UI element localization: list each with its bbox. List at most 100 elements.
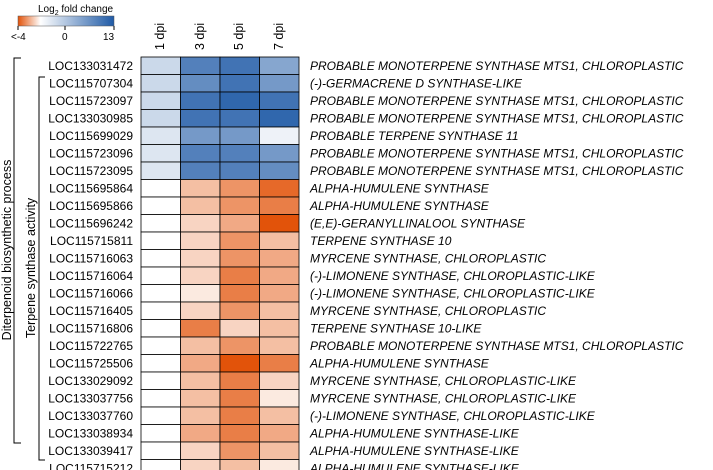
- gene-description-label: (E,E)-GERANYLLINALOOL SYNTHASE: [310, 217, 526, 231]
- heatmap-cell: [219, 459, 260, 470]
- heatmap-cell: [180, 179, 221, 198]
- gene-id-label: LOC133038934: [48, 427, 133, 441]
- heatmap-cell: [180, 74, 221, 93]
- heatmap-cell: [180, 266, 221, 285]
- heatmap-row: LOC133037760 (-)-LIMONENE SYNTHASE, CHLOR…: [48, 406, 596, 425]
- heatmap-cell: [180, 109, 221, 128]
- heatmap-cell: [219, 284, 260, 303]
- heatmap-cell: [140, 231, 181, 250]
- heatmap-row: LOC115699029 PROBABLE TERPENE SYNTHASE 11: [49, 126, 519, 145]
- heatmap-cell: [180, 56, 221, 75]
- gene-description-label: PROBABLE MONOTERPENE SYNTHASE MTS1, CHLO…: [310, 112, 684, 126]
- heatmap-cell: [140, 336, 181, 355]
- heatmap-row: LOC115723097 PROBABLE MONOTERPENE SYNTHAS…: [49, 91, 684, 110]
- gene-description-label: ALPHA-HUMULENE SYNTHASE-LIKE: [309, 462, 520, 470]
- heatmap-cell: [259, 56, 300, 75]
- heatmap-cell: [219, 56, 260, 75]
- heatmap-cell: [259, 336, 300, 355]
- heatmap-row: LOC115725506 ALPHA-HUMULENE SYNTHASE: [49, 354, 490, 373]
- gene-description-label: TERPENE SYNTHASE 10-LIKE: [310, 322, 482, 336]
- heatmap-row: LOC115723096 PROBABLE MONOTERPENE SYNTHAS…: [49, 144, 684, 163]
- heatmap-cell: [259, 389, 300, 408]
- heatmap-cell: [219, 266, 260, 285]
- gene-id-label: LOC115699029: [49, 129, 133, 143]
- heatmap-cell: [219, 319, 260, 338]
- gene-id-label: LOC115723095: [49, 164, 133, 178]
- gene-description-label: (-)-GERMACRENE D SYNTHASE-LIKE: [310, 77, 523, 91]
- heatmap-cell: [140, 459, 181, 470]
- heatmap-cell: [259, 161, 300, 180]
- gene-description-label: PROBABLE MONOTERPENE SYNTHASE MTS1, CHLO…: [310, 339, 684, 353]
- heatmap-cell: [180, 301, 221, 320]
- heatmap-cell: [219, 91, 260, 110]
- heatmap-cell: [259, 179, 300, 198]
- heatmap-cell: [219, 196, 260, 215]
- heatmap-cell: [259, 249, 300, 268]
- gene-id-label: LOC115715811: [50, 234, 133, 248]
- heatmap-cell: [180, 161, 221, 180]
- gene-id-label: LOC133031472: [48, 59, 133, 73]
- heatmap-cell: [180, 441, 221, 460]
- heatmap-rows: LOC133031472 PROBABLE MONOTERPENE SYNTHAS…: [48, 56, 684, 470]
- gene-description-label: PROBABLE MONOTERPENE SYNTHASE MTS1, CHLO…: [310, 94, 684, 108]
- gene-description-label: ALPHA-HUMULENE SYNTHASE-LIKE: [309, 427, 520, 441]
- heatmap-row: LOC115707304 (-)-GERMACRENE D SYNTHASE-LI…: [49, 74, 523, 93]
- gene-description-label: ALPHA-HUMULENE SYNTHASE: [309, 199, 490, 213]
- heatmap-cell: [140, 249, 181, 268]
- gene-description-label: ALPHA-HUMULENE SYNTHASE-LIKE: [309, 444, 520, 458]
- heatmap-cell: [219, 406, 260, 425]
- heatmap-cell: [259, 91, 300, 110]
- heatmap-cell: [259, 371, 300, 390]
- gene-id-label: LOC115716063: [49, 252, 133, 266]
- heatmap-cell: [140, 161, 181, 180]
- gene-id-label: LOC115716064: [49, 269, 133, 283]
- inner-group-bracket: [38, 76, 45, 461]
- gene-id-label: LOC133039417: [48, 444, 133, 458]
- heatmap-cell: [180, 354, 221, 373]
- heatmap-cell: [259, 196, 300, 215]
- gene-id-label: LOC115696242: [49, 217, 133, 231]
- heatmap-cell: [140, 389, 181, 408]
- heatmap-cell: [259, 109, 300, 128]
- heatmap-cell: [259, 284, 300, 303]
- heatmap-cell: [180, 249, 221, 268]
- heatmap-cell: [180, 284, 221, 303]
- gene-id-label: LOC115707304: [49, 77, 133, 91]
- heatmap-cell: [140, 284, 181, 303]
- gene-description-label: PROBABLE TERPENE SYNTHASE 11: [310, 129, 519, 143]
- heatmap-cell: [180, 231, 221, 250]
- heatmap-row: LOC133038934 ALPHA-HUMULENE SYNTHASE-LIKE: [48, 424, 520, 443]
- heatmap-cell: [140, 301, 181, 320]
- heatmap-cell: [219, 389, 260, 408]
- heatmap-cell: [140, 74, 181, 93]
- heatmap-cell: [219, 424, 260, 443]
- heatmap-cell: [140, 179, 181, 198]
- heatmap-row: LOC115716064 (-)-LIMONENE SYNTHASE, CHLOR…: [49, 266, 596, 285]
- heatmap-cell: [140, 109, 181, 128]
- heatmap-cell: [259, 144, 300, 163]
- heatmap-cell: [180, 214, 221, 233]
- gene-id-label: LOC115695866: [49, 199, 133, 213]
- gene-id-label: LOC115695864: [49, 182, 133, 196]
- gene-description-label: ALPHA-HUMULENE SYNTHASE: [309, 182, 490, 196]
- gene-description-label: ALPHA-HUMULENE SYNTHASE: [309, 357, 490, 371]
- column-header: 1 dpi: [153, 23, 167, 50]
- heatmap-cell: [140, 319, 181, 338]
- heatmap-cell: [219, 249, 260, 268]
- heatmap-row: LOC133031472 PROBABLE MONOTERPENE SYNTHAS…: [48, 56, 684, 75]
- heatmap-row: LOC115716063 MYRCENE SYNTHASE, CHLOROPLAS…: [49, 249, 546, 268]
- heatmap-cell: [219, 144, 260, 163]
- heatmap-cell: [180, 459, 221, 470]
- gene-id-label: LOC115716806: [49, 322, 133, 336]
- heatmap-cell: [180, 371, 221, 390]
- group-brackets: Diterpenoid biosynthetic process Terpene…: [0, 57, 45, 461]
- heatmap-cell: [259, 459, 300, 470]
- legend-max-label: 13: [103, 32, 115, 43]
- heatmap-cell: [140, 266, 181, 285]
- color-legend: Log2 fold change <-4 0 13: [11, 4, 115, 43]
- heatmap-row: LOC115716066 (-)-LIMONENE SYNTHASE, CHLOR…: [49, 284, 596, 303]
- gene-id-label: LOC115715212: [49, 462, 133, 470]
- heatmap-cell: [259, 126, 300, 145]
- heatmap-cell: [219, 301, 260, 320]
